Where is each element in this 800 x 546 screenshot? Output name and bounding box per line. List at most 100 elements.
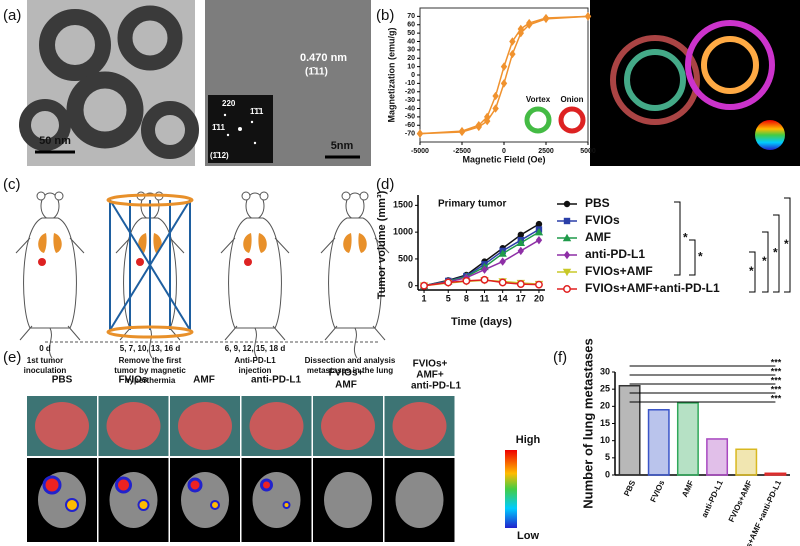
group-label: AMF+ — [416, 370, 444, 381]
sig-label: * — [749, 264, 754, 278]
plane-label: (1̄11) — [305, 67, 328, 78]
x-axis-label: Magnetic Field (Oe) — [462, 154, 545, 164]
x-tick-label: 0 — [502, 148, 506, 155]
marker — [517, 231, 525, 239]
inset-label: Onion — [560, 95, 583, 104]
sig-bracket — [773, 214, 780, 293]
bar — [735, 448, 758, 476]
y-axis-label: Magnetization (emu/g) — [386, 28, 396, 123]
y-tick-label: -30 — [405, 97, 415, 104]
panel-label: (b) — [376, 7, 394, 24]
x-tick-label: -5000 — [411, 148, 429, 155]
bar — [764, 472, 787, 476]
x-tick-label: 8 — [464, 293, 469, 303]
marker — [542, 13, 550, 23]
step-day: 0 d — [39, 344, 51, 353]
marker — [584, 12, 592, 21]
marker — [563, 200, 571, 208]
step-day: 5, 7, 10, 13, 16 d — [120, 344, 181, 353]
y-tick-label: 30 — [407, 47, 415, 54]
step-text: injection — [239, 366, 272, 375]
bar — [647, 409, 670, 476]
panel-label: (d) — [376, 176, 394, 193]
panel-label: (f) — [553, 349, 567, 366]
marker — [444, 278, 453, 287]
lung — [106, 402, 161, 450]
group-label: AMF — [335, 380, 357, 391]
x-tick-label: 11 — [480, 293, 490, 303]
x-tick-label: FVIOs+AMF — [727, 479, 754, 524]
group-label: PBS — [52, 375, 73, 386]
marker — [500, 79, 508, 88]
x-tick-label: PBS — [622, 478, 637, 497]
sig-label: * — [773, 246, 778, 260]
sig-label: * — [683, 231, 688, 245]
sig-label: * — [762, 254, 767, 268]
chart-title: Primary tumor — [438, 199, 506, 210]
y-tick-label: 60 — [407, 22, 415, 29]
step-day: 6, 9, 12, 15, 18 d — [225, 344, 286, 353]
y-tick-label: -50 — [405, 114, 415, 121]
sig-label: *** — [771, 393, 782, 403]
inset-label: Vortex — [526, 95, 551, 104]
y-tick-label: 500 — [398, 253, 413, 263]
marker — [516, 280, 525, 289]
lung — [178, 402, 232, 450]
bar — [706, 438, 729, 476]
colorbar — [505, 450, 517, 528]
x-tick-label: 20 — [534, 293, 544, 303]
scale-label: 5nm — [331, 140, 354, 152]
bar — [676, 402, 699, 476]
marker — [498, 278, 507, 287]
step-text: Remove the first — [119, 356, 182, 365]
marker — [563, 250, 571, 260]
group-label: FVIOs+ — [329, 368, 364, 379]
scale-label: 50 nm — [39, 135, 71, 147]
sig-bracket — [674, 201, 681, 276]
legend-label: FVIOs+AMF+anti-PD-L1 — [585, 281, 720, 295]
lung-signal — [181, 472, 229, 528]
y-tick-label: 10 — [407, 63, 415, 70]
step-text: hyperthermia — [125, 376, 176, 385]
colorbar-label: High — [516, 434, 541, 446]
y-tick-label: 40 — [407, 38, 415, 45]
step-text: Dissection and analysis — [305, 356, 396, 365]
marker — [563, 285, 571, 293]
y-tick-label: 20 — [407, 55, 415, 62]
marker — [534, 227, 544, 236]
hotspot — [282, 501, 291, 509]
lung-photos — [27, 396, 455, 542]
marker — [516, 238, 526, 247]
marker — [562, 233, 572, 242]
sig-bracket — [762, 231, 769, 293]
x-tick-label: 2500 — [538, 148, 554, 155]
y-tick-label: 0 — [605, 469, 610, 479]
inset-label: 220 — [222, 99, 236, 108]
y-tick-label: -70 — [405, 130, 415, 137]
hotspot — [65, 498, 79, 512]
x-axis-label: Time (days) — [451, 316, 512, 328]
step-text: inoculation — [24, 366, 67, 375]
lung-signal — [395, 472, 444, 528]
marker — [499, 257, 506, 266]
inset-label: (1̄12) — [210, 151, 229, 160]
x-tick-label: 1 — [422, 293, 427, 303]
step-text: metastases in the lung — [307, 366, 393, 375]
y-tick-label: 10 — [600, 435, 610, 445]
sig-label: * — [698, 250, 703, 264]
y-tick-label: -40 — [405, 105, 415, 112]
y-axis-label: Tumor volume (mm³) — [376, 190, 388, 299]
hotspot — [137, 499, 150, 511]
marker — [416, 129, 424, 138]
panel-label: (c) — [3, 176, 21, 193]
lung — [249, 402, 304, 450]
hotspot — [42, 475, 62, 495]
y-tick-label: 30 — [600, 366, 610, 376]
y-tick-label: 20 — [600, 401, 610, 411]
marker — [500, 62, 508, 71]
group-label: AMF — [193, 375, 215, 386]
sig-bracket — [689, 239, 696, 276]
marker — [535, 220, 543, 228]
x-tick-label: anti-PD-L1 — [700, 478, 725, 519]
